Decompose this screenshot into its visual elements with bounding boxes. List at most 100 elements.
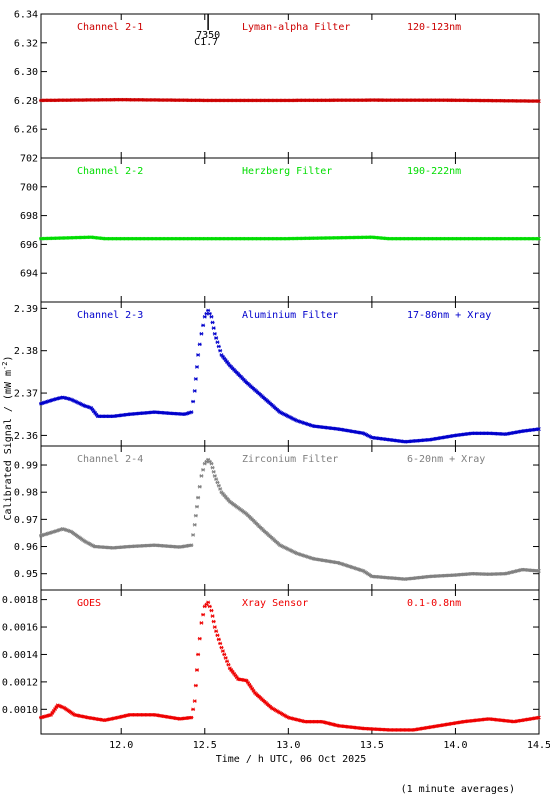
data-point bbox=[210, 465, 215, 470]
y-tick-label: 2.37 bbox=[14, 389, 38, 400]
data-point bbox=[193, 683, 198, 688]
channel-label: Channel 2-3 bbox=[77, 310, 143, 321]
x-tick-label: 12.0 bbox=[109, 740, 133, 751]
band-label: 17-80nm + Xray bbox=[407, 310, 491, 321]
data-point bbox=[225, 360, 230, 364]
y-tick-label: 702 bbox=[20, 154, 38, 165]
panel-5: 0.0010 0.0012 0.0014 0.0016 0.0018 GOES Xray S… bbox=[2, 589, 541, 735]
data-point bbox=[206, 600, 211, 605]
data-point bbox=[215, 340, 220, 345]
data-point bbox=[191, 399, 196, 404]
data-series bbox=[39, 457, 541, 581]
data-point bbox=[250, 686, 255, 691]
y-tick-label: 696 bbox=[20, 240, 38, 251]
y-tick-label: 6.26 bbox=[14, 125, 38, 136]
data-point bbox=[247, 682, 252, 687]
data-point bbox=[202, 461, 207, 466]
filter-label: Aluminium Filter bbox=[242, 310, 338, 321]
data-point bbox=[537, 236, 541, 241]
data-point bbox=[197, 636, 202, 641]
data-series bbox=[39, 235, 541, 241]
data-point bbox=[207, 604, 212, 609]
data-point bbox=[215, 480, 220, 485]
y-tick-label: 0.0016 bbox=[2, 623, 38, 634]
data-point bbox=[218, 487, 223, 491]
flare-marker-class: C1.7 bbox=[194, 37, 218, 48]
data-point bbox=[248, 684, 253, 689]
y-tick-label: 694 bbox=[20, 269, 38, 280]
data-point bbox=[216, 344, 221, 349]
y-tick-label: 0.96 bbox=[14, 542, 38, 553]
data-point bbox=[212, 625, 217, 629]
data-point bbox=[215, 633, 220, 638]
data-point bbox=[199, 474, 204, 478]
data-point bbox=[201, 467, 206, 472]
data-point bbox=[207, 311, 212, 316]
data-point bbox=[212, 474, 217, 478]
data-point bbox=[225, 659, 230, 664]
data-point bbox=[537, 427, 541, 431]
panel-3: 2.36 2.37 2.38 2.39 Channel 2-3 Aluminium Fil… bbox=[14, 301, 541, 447]
data-point bbox=[210, 320, 215, 325]
channel-label: Channel 2-4 bbox=[77, 454, 143, 465]
data-point bbox=[226, 662, 231, 667]
y-tick-label: 2.39 bbox=[14, 304, 38, 315]
filter-label: Herzberg Filter bbox=[242, 166, 332, 177]
data-point bbox=[194, 668, 199, 672]
band-label: 120-123nm bbox=[407, 22, 461, 33]
x-tick-label: 13.5 bbox=[360, 740, 384, 751]
y-tick-label: 698 bbox=[20, 211, 38, 222]
panel-2: 694 696 698 700 702 Channel 2-2 Herzberg Filte… bbox=[20, 154, 541, 303]
panel-frame bbox=[40, 301, 540, 447]
filter-label: Xray Sensor bbox=[242, 598, 308, 609]
data-point bbox=[204, 602, 209, 607]
data-point bbox=[214, 477, 219, 481]
data-point bbox=[210, 614, 215, 618]
y-tick-label: 6.32 bbox=[14, 38, 38, 49]
data-point bbox=[199, 621, 204, 625]
data-point bbox=[189, 543, 194, 547]
data-point bbox=[220, 354, 225, 359]
data-point bbox=[222, 356, 227, 361]
data-point bbox=[204, 311, 209, 316]
panels-group: 6.26 6.28 6.30 6.32 6.34 Channel 2-1 Lyman-alp… bbox=[2, 10, 541, 735]
data-point bbox=[222, 652, 227, 657]
data-point bbox=[223, 656, 228, 660]
y-tick-label: 2.36 bbox=[14, 431, 38, 442]
data-point bbox=[219, 353, 224, 357]
band-label: 190-222nm bbox=[407, 166, 461, 177]
panel-frame bbox=[40, 157, 540, 303]
data-point bbox=[212, 331, 217, 336]
data-point bbox=[189, 715, 194, 720]
band-label: 6-20nm + Xray bbox=[407, 454, 485, 465]
data-point bbox=[201, 323, 206, 328]
data-point bbox=[214, 629, 219, 633]
y-tick-label: 0.97 bbox=[14, 515, 38, 526]
data-point bbox=[223, 358, 228, 363]
data-point bbox=[216, 483, 221, 488]
y-tick-label: 0.0010 bbox=[2, 705, 38, 716]
y-tick-label: 0.99 bbox=[14, 461, 38, 472]
y-tick-label: 0.0012 bbox=[2, 677, 38, 688]
filter-label: Lyman-alpha Filter bbox=[242, 22, 350, 33]
data-point bbox=[202, 604, 207, 609]
data-point bbox=[218, 641, 223, 646]
data-point bbox=[211, 326, 216, 330]
x-tick-label: 14.5 bbox=[527, 740, 550, 751]
band-label: 0.1-0.8nm bbox=[407, 598, 461, 609]
data-point bbox=[196, 353, 201, 357]
channel-label: Channel 2-2 bbox=[77, 166, 143, 177]
y-tick-label: 6.34 bbox=[14, 10, 38, 21]
y-axis-label: Calibrated Signal / (mW m-2) bbox=[1, 356, 14, 521]
data-point bbox=[191, 707, 196, 712]
y-tick-label: 6.28 bbox=[14, 96, 38, 107]
data-point bbox=[244, 678, 249, 683]
flare-marker-number: 7350 bbox=[196, 30, 220, 41]
data-point bbox=[211, 619, 216, 624]
data-series bbox=[39, 308, 541, 444]
y-tick-label: 0.0018 bbox=[2, 595, 38, 606]
y-tick-label: 0.0014 bbox=[2, 650, 38, 661]
data-point bbox=[196, 495, 201, 500]
